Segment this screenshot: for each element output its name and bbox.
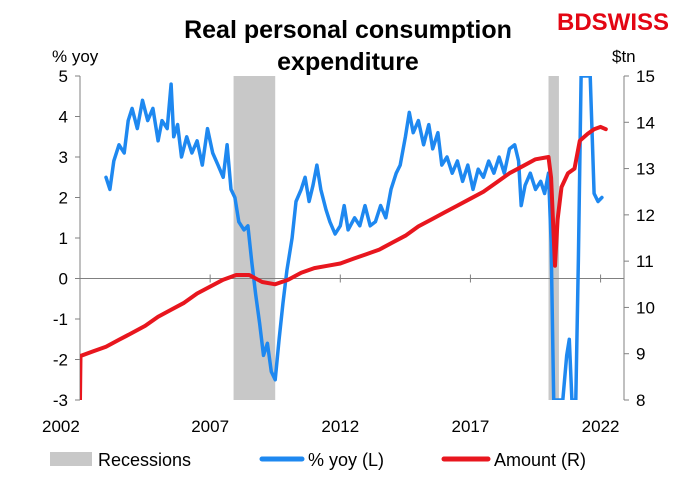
right-tick-label: 14	[636, 113, 655, 132]
left-tick-label: -1	[53, 310, 68, 329]
x-tick-label: 2022	[582, 417, 620, 436]
legend-swatch-recessions	[50, 452, 92, 466]
legend: Recessions % yoy (L) Amount (R)	[50, 450, 586, 470]
right-tick-label: 8	[636, 391, 645, 410]
brand-logo: BDSWISS	[557, 9, 669, 36]
left-tick-label: 2	[59, 189, 68, 208]
left-tick-label: 1	[59, 229, 68, 248]
right-tick-label: 9	[636, 345, 645, 364]
x-tick-label: 2007	[191, 417, 229, 436]
chart-title-line-2: expenditure	[277, 48, 419, 76]
left-tick-label: 5	[59, 67, 68, 86]
right-tick-label: 13	[636, 160, 655, 179]
left-tick-label: 4	[59, 108, 68, 127]
legend-label-recessions: Recessions	[98, 450, 191, 470]
x-tick-label: 2017	[452, 417, 490, 436]
legend-label-yoy: % yoy (L)	[308, 450, 384, 470]
series-lines	[80, 76, 608, 400]
x-tick-label: 2012	[321, 417, 359, 436]
chart-title-line-1: Real personal consumption	[184, 16, 512, 44]
legend-label-amount: Amount (R)	[494, 450, 586, 470]
series-line-yoy	[104, 76, 604, 400]
left-tick-label: -3	[53, 391, 68, 410]
right-tick-label: 12	[636, 206, 655, 225]
x-tick-label: 2002	[42, 417, 80, 436]
right-tick-label: 11	[636, 252, 654, 271]
right-tick-label: 10	[636, 298, 655, 317]
left-tick-label: -2	[53, 351, 68, 370]
left-axis-unit: % yoy	[52, 47, 99, 66]
left-tick-label: 0	[59, 270, 68, 289]
left-tick-label: 3	[59, 148, 68, 167]
recession-bands	[233, 76, 559, 400]
axes	[75, 75, 629, 401]
right-axis-unit: $tn	[612, 47, 636, 66]
series-line-amount	[80, 124, 608, 400]
right-tick-label: 15	[636, 67, 655, 86]
brand-logo-text: BDSWISS	[557, 9, 669, 36]
